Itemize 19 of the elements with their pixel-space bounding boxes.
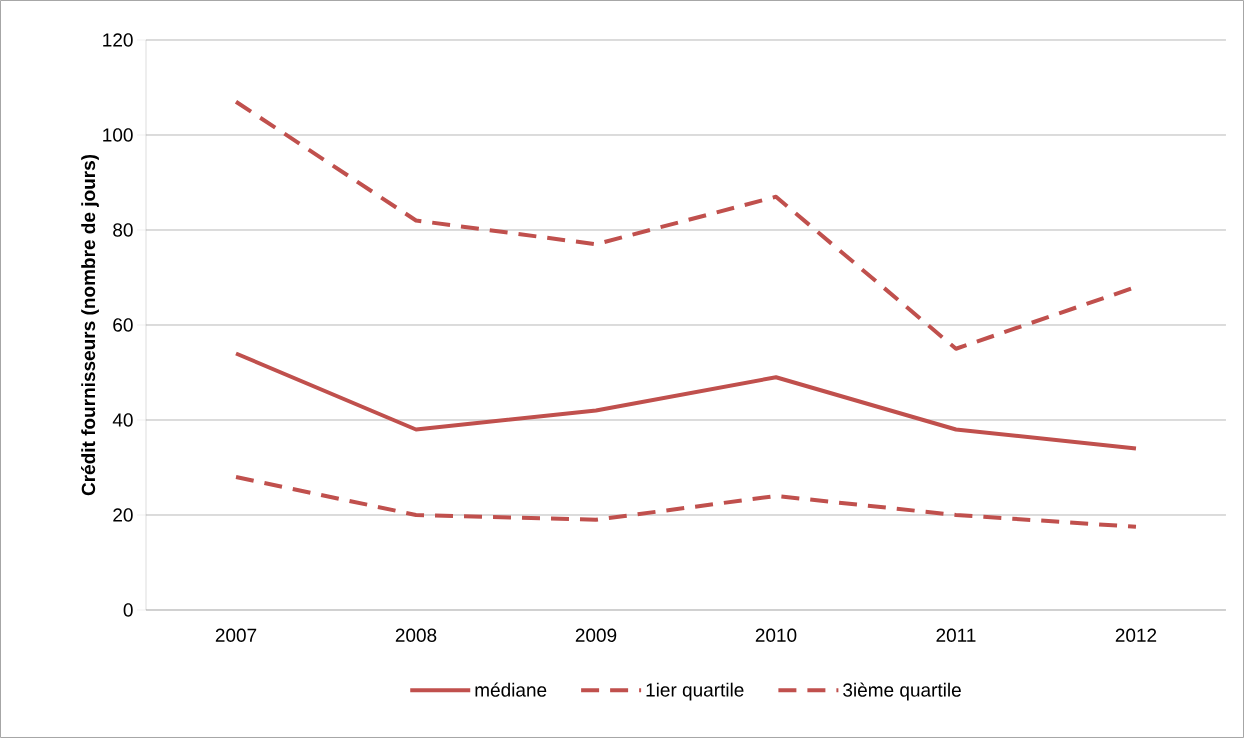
y-tick-label: 60 [113, 318, 133, 332]
x-tick-label: 2010 [755, 628, 797, 642]
x-tick-label: 2011 [936, 628, 976, 642]
line-series [234, 351, 1138, 451]
x-tick-label: 2012 [1115, 628, 1157, 642]
y-axis-title: Crédit fournisseurs (nombre de jours) [81, 154, 99, 496]
y-tick-label: 80 [113, 223, 133, 237]
y-tick-label: 100 [103, 128, 133, 142]
x-tick-label: 2007 [215, 628, 257, 642]
y-tick-label: 40 [112, 413, 133, 427]
legend-label: 3ième quartile [843, 682, 961, 701]
y-tick-label: 120 [103, 33, 133, 47]
y-tick-label: 0 [123, 603, 133, 617]
line-series [234, 474, 1138, 529]
x-tick-label: 2009 [575, 628, 617, 642]
y-tick-label: 20 [113, 508, 133, 522]
legend-label: 1ier quartile [646, 682, 744, 701]
x-tick-label: 2008 [395, 628, 437, 642]
legend-label: médiane [475, 682, 547, 697]
